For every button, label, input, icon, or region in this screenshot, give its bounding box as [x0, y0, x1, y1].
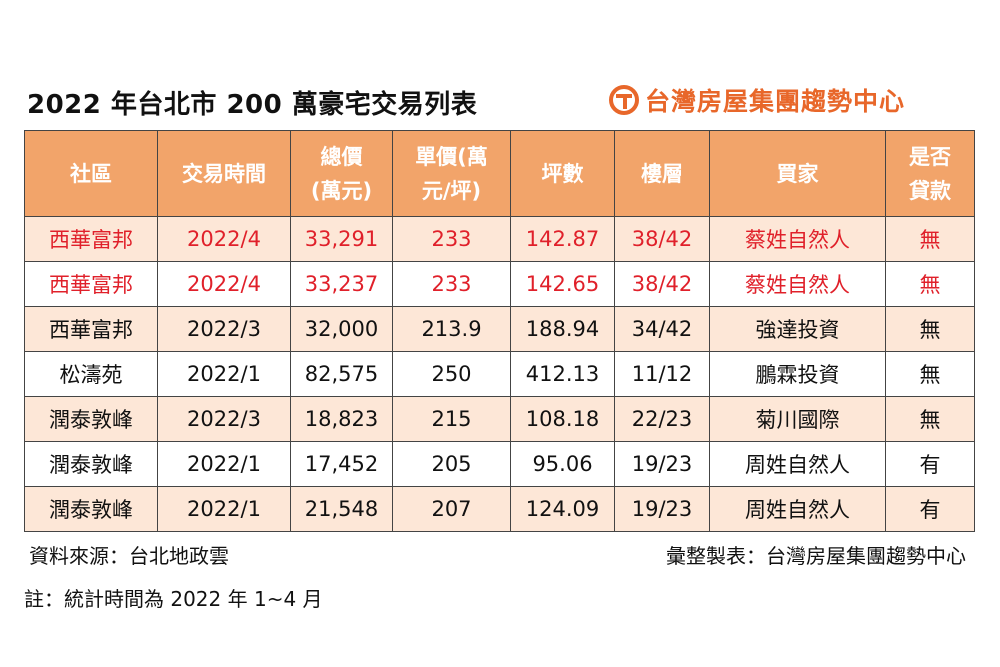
table-cell: 21,548 — [290, 486, 393, 532]
compiled-by: 彙整製表：台灣房屋集團趨勢中心 — [666, 544, 966, 568]
table-cell: 2022/4 — [157, 216, 291, 262]
column-header: 社區 — [24, 130, 158, 217]
table-cell: 潤泰敦峰 — [24, 486, 158, 532]
table-cell: 207 — [392, 486, 511, 532]
table-cell: 233 — [392, 216, 511, 262]
column-header: 交易時間 — [157, 130, 291, 217]
table-cell: 33,237 — [290, 261, 393, 307]
data-source: 資料來源：台北地政雲 — [29, 544, 229, 568]
table-cell: 38/42 — [614, 216, 710, 262]
table-row: 潤泰敦峰 2022/1 21,548 207 124.09 19/23 周姓自然人有 — [24, 486, 975, 532]
table-header-row: 社區 交易時間 總價 (萬元) 單價(萬元/坪) 坪數 樓層 買家 是否貸款 — [24, 130, 975, 217]
page-title: 2022 年台北市 200 萬豪宅交易列表 — [27, 90, 478, 120]
table-cell: 無 — [885, 216, 975, 262]
column-header-line: 總價 — [320, 144, 363, 169]
table-cell: 蔡姓自然人 — [709, 261, 886, 307]
brand-name: 台灣房屋集團趨勢中心 — [645, 87, 906, 116]
table-cell: 17,452 — [290, 441, 393, 487]
table-cell: 周姓自然人 — [709, 486, 886, 532]
table-row: 西華富邦 2022/4 33,237 233 142.65 38/42 蔡姓自然人無 — [24, 261, 975, 307]
column-header-line: 是否 — [909, 144, 951, 169]
table-cell: 82,575 — [290, 351, 393, 397]
column-header-line: 買家 — [776, 161, 819, 186]
table-cell: 2022/3 — [157, 396, 291, 442]
table-cell: 西華富邦 — [24, 216, 158, 262]
column-header-line: 坪數 — [541, 161, 584, 186]
brand-logo: 台灣房屋集團趨勢中心 — [609, 82, 905, 118]
column-header: 樓層 — [614, 130, 710, 217]
table-cell: 西華富邦 — [24, 261, 158, 307]
table-cell: 215 — [392, 396, 511, 442]
column-header-line: 交易時間 — [182, 161, 266, 186]
table-cell: 33,291 — [290, 216, 393, 262]
column-header-line: 社區 — [70, 161, 112, 186]
table-cell: 無 — [885, 261, 975, 307]
column-header: 總價 (萬元) — [290, 130, 393, 217]
table-cell: 38/42 — [614, 261, 710, 307]
table-cell: 2022/1 — [157, 351, 291, 397]
table-cell: 周姓自然人 — [709, 441, 886, 487]
column-header: 是否 貸款 — [885, 130, 975, 217]
column-header-line: 單價(萬 — [415, 144, 488, 169]
table-cell: 2022/1 — [157, 441, 291, 487]
table-row: 西華富邦 2022/3 32,000 213.9 188.94 34/42 強達投資無 — [24, 306, 975, 352]
table-cell: 鵬霖投資 — [709, 351, 886, 397]
table-row: 西華富邦 2022/4 33,291 233 142.87 38/42 蔡姓自然人無 — [24, 216, 975, 262]
table-row: 松濤苑 2022/1 82,575 250 412.13 11/12 鵬霖投資無 — [24, 351, 975, 397]
table-cell: 142.65 — [510, 261, 615, 307]
table-row: 潤泰敦峰 2022/1 17,452 205 95.06 19/23 周姓自然人有 — [24, 441, 975, 487]
transaction-table: 社區 交易時間 總價 (萬元) 單價(萬 元/坪) 坪數 樓層 買家 是否 貸款 西華富邦 2022/… — [24, 130, 975, 532]
footnote: 註：統計時間為 2022 年 1~4 月 — [24, 587, 323, 611]
table-cell: 124.09 — [510, 486, 615, 532]
table-cell: 松濤苑 — [24, 351, 158, 397]
table-cell: 有 — [885, 486, 975, 532]
table-cell: 2022/1 — [157, 486, 291, 532]
table-cell: 無 — [885, 306, 975, 352]
table-cell: 潤泰敦峰 — [24, 441, 158, 487]
table-cell: 19/23 — [614, 486, 710, 532]
table-cell: 強達投資 — [709, 306, 886, 352]
table-cell: 無 — [885, 351, 975, 397]
table-cell: 34/42 — [614, 306, 710, 352]
table-cell: 412.13 — [510, 351, 615, 397]
table-cell: 142.87 — [510, 216, 615, 262]
table-cell: 菊川國際 — [709, 396, 886, 442]
table-cell: 95.06 — [510, 441, 615, 487]
table-cell: 32,000 — [290, 306, 393, 352]
table-cell: 108.18 — [510, 396, 615, 442]
table-cell: 19/23 — [614, 441, 710, 487]
table-row: 潤泰敦峰 2022/3 18,823 215 108.18 22/23 菊川國際無 — [24, 396, 975, 442]
table-cell: 有 — [885, 441, 975, 487]
column-header-line: 樓層 — [641, 161, 683, 186]
table-cell: 無 — [885, 396, 975, 442]
table-cell: 22/23 — [614, 396, 710, 442]
table-cell: 11/12 — [614, 351, 710, 397]
table-cell: 潤泰敦峰 — [24, 396, 158, 442]
column-header: 單價(萬元/坪) — [392, 130, 511, 217]
taiwan-realty-logo-icon — [609, 85, 639, 115]
table-cell: 233 — [392, 261, 511, 307]
table-cell: 蔡姓自然人 — [709, 216, 886, 262]
column-header-line: 元/坪) — [421, 178, 482, 203]
column-header-line: (萬元) — [310, 178, 373, 203]
table-cell: 西華富邦 — [24, 306, 158, 352]
table-cell: 18,823 — [290, 396, 393, 442]
table-cell: 2022/3 — [157, 306, 291, 352]
column-header-line: 貸款 — [909, 178, 951, 203]
table-cell: 2022/4 — [157, 261, 291, 307]
table-cell: 250 — [392, 351, 511, 397]
column-header: 坪數 — [510, 130, 615, 217]
table-cell: 188.94 — [510, 306, 615, 352]
table-cell: 205 — [392, 441, 511, 487]
column-header: 買家 — [709, 130, 886, 217]
table-cell: 213.9 — [392, 306, 511, 352]
